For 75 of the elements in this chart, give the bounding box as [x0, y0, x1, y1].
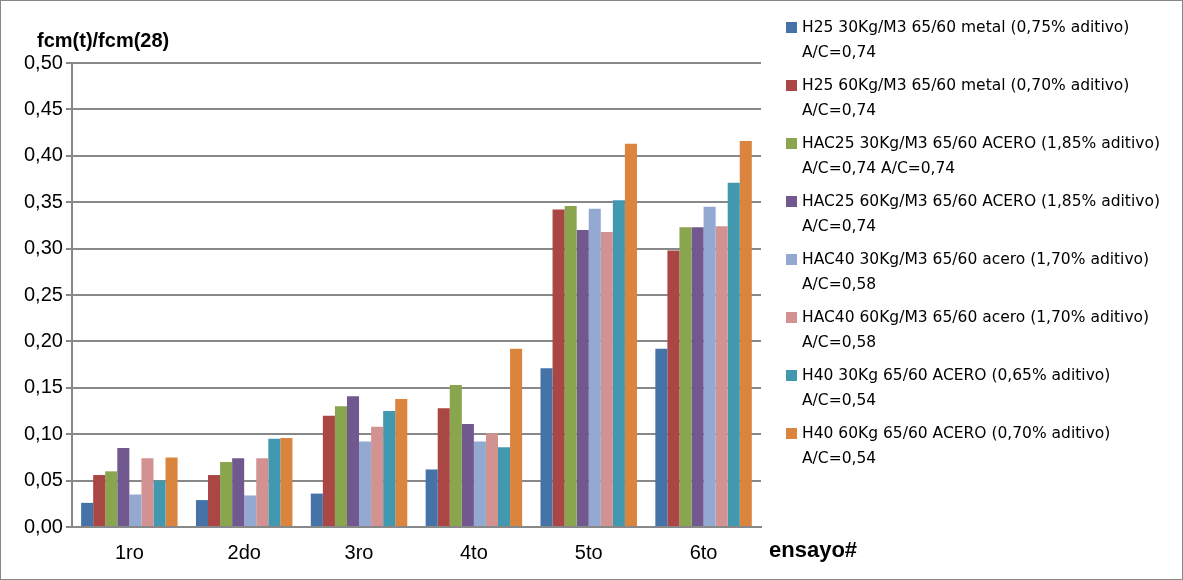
x-tick-label: 3ro — [344, 540, 374, 563]
x-tick-label: 2do — [227, 540, 261, 563]
bar — [461, 423, 474, 526]
bar — [280, 437, 293, 526]
legend-label: HAC25 30Kg/M3 65/60 ACERO (1,85% aditivo) A/C=0,74 A/C=0,74 — [802, 133, 1161, 179]
bar — [93, 475, 106, 526]
bar — [346, 396, 360, 526]
bar — [715, 226, 728, 526]
bar — [232, 458, 245, 526]
bar — [703, 206, 716, 526]
bar — [256, 458, 269, 526]
bar — [691, 227, 704, 526]
bar — [141, 458, 154, 526]
bar — [81, 502, 94, 526]
bar — [437, 408, 450, 526]
bar — [473, 441, 486, 526]
legend-label: HAC40 30Kg/M3 65/60 acero (1,70% aditivo) A/C=0,58 — [802, 249, 1151, 295]
bar — [105, 471, 118, 526]
y-tick-label: 0,10 — [23, 421, 63, 444]
bar — [383, 411, 396, 526]
y-tick-label: 0,50 — [23, 50, 63, 73]
bar — [576, 230, 589, 526]
y-tick-label: 0,40 — [23, 143, 63, 166]
bar — [600, 231, 613, 526]
bar — [552, 209, 565, 526]
y-tick-label: 0,35 — [23, 189, 63, 212]
y-axis-title: fcm(t)/fcm(28) — [37, 29, 170, 52]
bar — [153, 480, 166, 526]
x-tick-label: 1ro — [114, 540, 144, 563]
x-axis-title: ensayo# — [769, 537, 858, 563]
bar — [667, 250, 680, 526]
legend-label: HAC40 60Kg/M3 65/60 acero (1,70% aditivo) A/C=0,58 — [802, 307, 1151, 353]
bar — [449, 385, 462, 526]
bar — [395, 398, 408, 526]
y-tick-label: 0,15 — [23, 375, 63, 398]
bar — [310, 493, 323, 526]
bar — [425, 469, 438, 526]
bar — [540, 368, 553, 526]
bar — [334, 406, 347, 526]
y-tick-label: 0,05 — [23, 468, 63, 491]
bar — [679, 227, 692, 526]
bar — [727, 182, 740, 526]
bar — [244, 495, 257, 526]
bar — [371, 426, 384, 526]
bar — [268, 438, 281, 526]
x-tick-label: 4to — [459, 540, 488, 563]
y-tick-label: 0,00 — [23, 514, 63, 537]
bar — [485, 433, 498, 526]
bar — [564, 205, 577, 526]
bar — [624, 143, 637, 526]
x-tick-label: 6to — [689, 540, 718, 563]
bar — [129, 494, 142, 526]
legend-label: HAC25 60Kg/M3 65/60 ACERO (1,85% aditivo) A/C=0,74 — [802, 191, 1161, 237]
bar — [612, 200, 625, 526]
legend-label: H40 60Kg 65/60 ACERO (0,70% aditivo) A/C=0,54 — [802, 423, 1112, 469]
legend-label: H25 30Kg/M3 65/60 metal (0,75% aditivo) A/C=0,74 — [802, 17, 1131, 63]
bar — [117, 448, 130, 526]
legend-label: H40 30Kg 65/60 ACERO (0,65% aditivo) A/C=0,54 — [802, 365, 1112, 411]
y-tick-label: 0,45 — [23, 96, 63, 119]
y-tick-label: 0,20 — [23, 328, 63, 351]
y-tick-label: 0,30 — [23, 236, 63, 259]
y-tick-label: 0,25 — [23, 282, 63, 305]
bar — [208, 475, 221, 526]
bar — [359, 441, 372, 526]
bar — [195, 500, 209, 526]
bar — [220, 462, 233, 526]
bar — [510, 348, 523, 526]
bar — [588, 208, 601, 526]
bar — [655, 348, 668, 526]
bar — [498, 447, 511, 526]
bar — [322, 415, 335, 526]
bar — [165, 457, 178, 526]
legend-label: H25 60Kg/M3 65/60 metal (0,70% aditivo) A/C=0,74 — [802, 75, 1131, 121]
bar — [739, 140, 752, 526]
x-tick-label: 5to — [574, 540, 603, 563]
